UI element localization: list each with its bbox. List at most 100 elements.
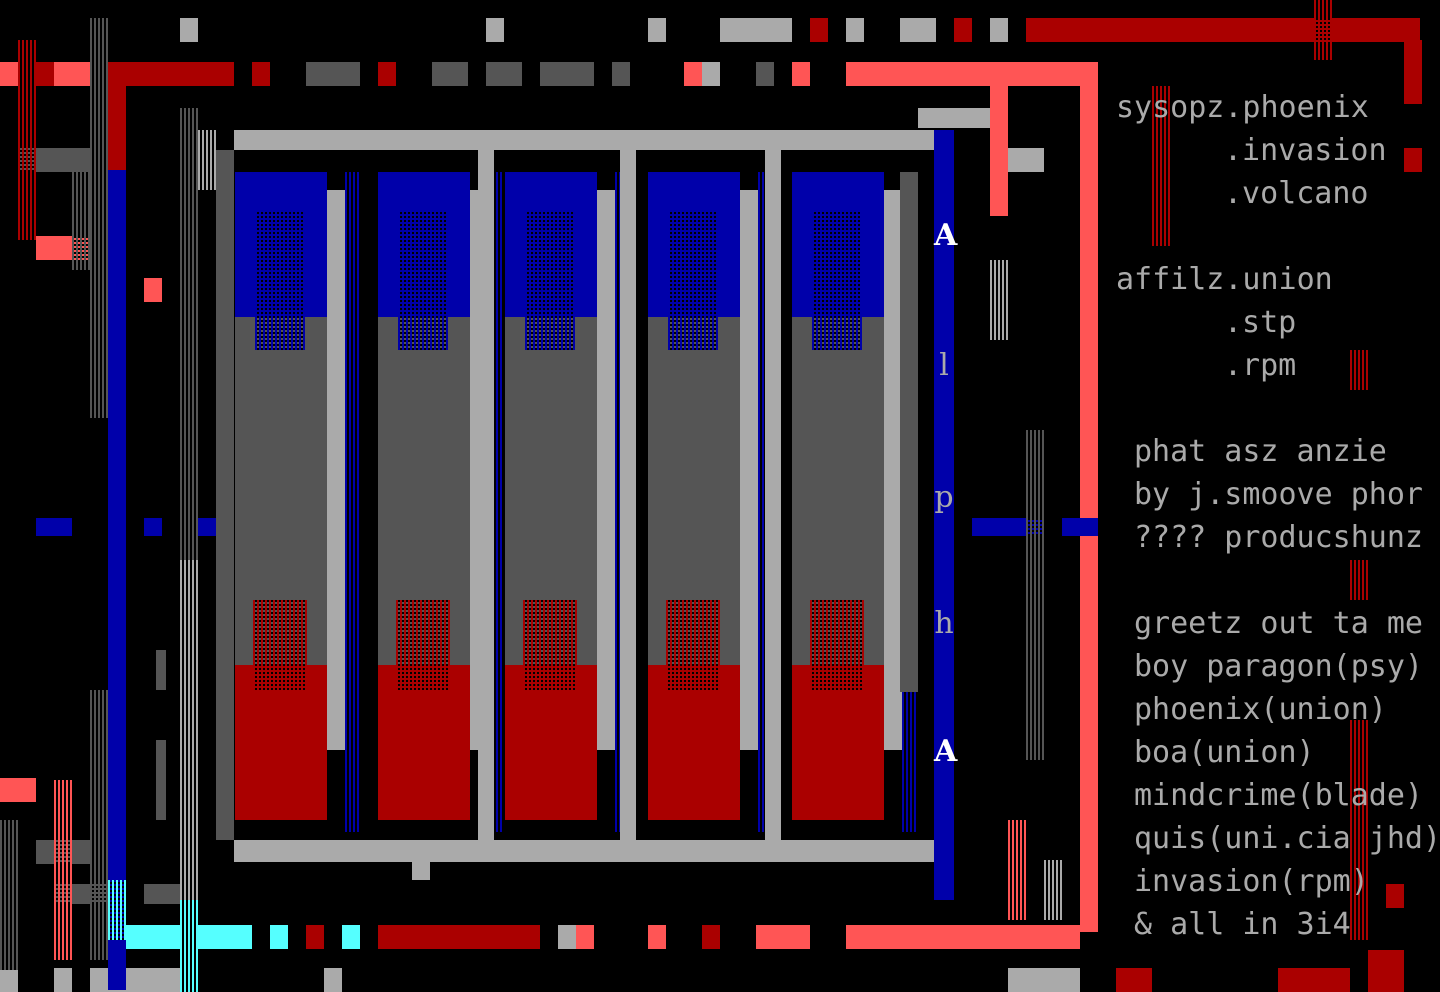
color-block bbox=[648, 665, 740, 820]
dither-block bbox=[525, 210, 575, 350]
dither-block bbox=[1044, 860, 1062, 920]
color-block bbox=[540, 62, 594, 86]
color-block bbox=[412, 860, 430, 880]
color-block bbox=[432, 62, 468, 86]
color-block bbox=[1062, 518, 1098, 536]
color-block bbox=[597, 190, 615, 750]
color-block bbox=[36, 518, 72, 536]
color-block bbox=[378, 925, 540, 949]
dither-block bbox=[1152, 86, 1170, 246]
dither-block bbox=[72, 170, 90, 270]
dither-block bbox=[180, 560, 198, 990]
color-block bbox=[0, 968, 18, 992]
color-block bbox=[1404, 148, 1422, 172]
dither-block bbox=[1008, 820, 1026, 920]
color-block bbox=[792, 62, 810, 86]
greets-line: quis(uni.cia jhd) bbox=[1134, 821, 1440, 856]
dither-block bbox=[990, 260, 1008, 340]
dither-block bbox=[54, 780, 72, 960]
greets-line: boa(union) bbox=[1134, 735, 1315, 770]
color-block bbox=[1080, 62, 1098, 932]
color-block bbox=[648, 925, 666, 949]
color-block bbox=[1008, 148, 1044, 172]
color-block bbox=[846, 62, 1098, 86]
logo-letter: A bbox=[934, 218, 958, 253]
dither-block bbox=[523, 600, 577, 690]
color-block bbox=[270, 925, 288, 949]
color-block bbox=[1026, 18, 1420, 42]
dither-block bbox=[398, 210, 448, 350]
dither-block bbox=[345, 172, 361, 832]
color-block bbox=[990, 18, 1008, 42]
color-block bbox=[324, 968, 342, 992]
color-block bbox=[612, 62, 630, 86]
color-block bbox=[648, 18, 666, 42]
dither-block bbox=[198, 130, 216, 190]
color-block bbox=[144, 518, 162, 536]
color-block bbox=[765, 150, 781, 840]
color-block bbox=[478, 150, 494, 840]
color-block bbox=[180, 18, 198, 42]
dither-block bbox=[255, 210, 305, 350]
dither-block bbox=[1314, 0, 1332, 60]
color-block bbox=[720, 18, 792, 42]
dither-block bbox=[180, 108, 198, 708]
greets-line: boy paragon(psy) bbox=[1134, 649, 1423, 684]
color-block bbox=[702, 925, 720, 949]
color-block bbox=[846, 925, 1080, 949]
color-block bbox=[108, 170, 126, 990]
color-block bbox=[1386, 884, 1404, 908]
dither-block bbox=[668, 210, 718, 350]
color-block bbox=[900, 18, 936, 42]
logo-letter: l bbox=[939, 348, 949, 383]
color-block bbox=[954, 18, 972, 42]
color-block bbox=[156, 650, 166, 690]
color-block bbox=[144, 884, 180, 904]
color-block bbox=[198, 518, 216, 536]
color-block bbox=[1116, 968, 1152, 992]
color-block bbox=[36, 62, 54, 86]
credit-line: ???? producshunz bbox=[1134, 520, 1423, 555]
color-block bbox=[1008, 968, 1080, 992]
affils-line: .rpm bbox=[1224, 348, 1297, 383]
color-block bbox=[810, 18, 828, 42]
logo-letter: p bbox=[934, 480, 954, 515]
color-block bbox=[1368, 950, 1404, 992]
greets-line: & all in 3i4 bbox=[1134, 907, 1351, 942]
dither-block bbox=[666, 600, 720, 690]
dither-block bbox=[810, 600, 864, 690]
dither-block bbox=[812, 210, 862, 350]
color-block bbox=[378, 62, 396, 86]
dither-block bbox=[253, 600, 307, 690]
dither-block bbox=[1350, 720, 1368, 940]
dither-block bbox=[180, 900, 198, 992]
sysops-line: .invasion bbox=[1224, 133, 1387, 168]
color-block bbox=[156, 740, 166, 820]
color-block bbox=[702, 62, 720, 86]
sysops-line: sysopz.phoenix bbox=[1116, 90, 1369, 125]
color-block bbox=[884, 190, 902, 750]
color-block bbox=[756, 925, 810, 949]
color-block bbox=[306, 925, 324, 949]
greets-line: invasion(rpm) bbox=[1134, 864, 1369, 899]
color-block bbox=[234, 130, 934, 150]
color-block bbox=[0, 778, 36, 802]
color-block bbox=[235, 665, 327, 820]
color-block bbox=[558, 925, 576, 949]
color-block bbox=[234, 840, 934, 862]
dither-block bbox=[90, 690, 108, 960]
color-block bbox=[846, 18, 864, 42]
dither-block bbox=[396, 600, 450, 690]
color-block bbox=[378, 665, 470, 820]
color-block bbox=[990, 86, 1008, 216]
color-block bbox=[576, 925, 594, 949]
color-block bbox=[54, 62, 90, 86]
sysops-line: .volcano bbox=[1224, 176, 1369, 211]
color-block bbox=[486, 18, 504, 42]
logo-letter: h bbox=[934, 606, 954, 641]
color-block bbox=[684, 62, 702, 86]
color-block bbox=[306, 62, 360, 86]
greets-line: mindcrime(blade) bbox=[1134, 778, 1423, 813]
color-block bbox=[486, 62, 522, 86]
